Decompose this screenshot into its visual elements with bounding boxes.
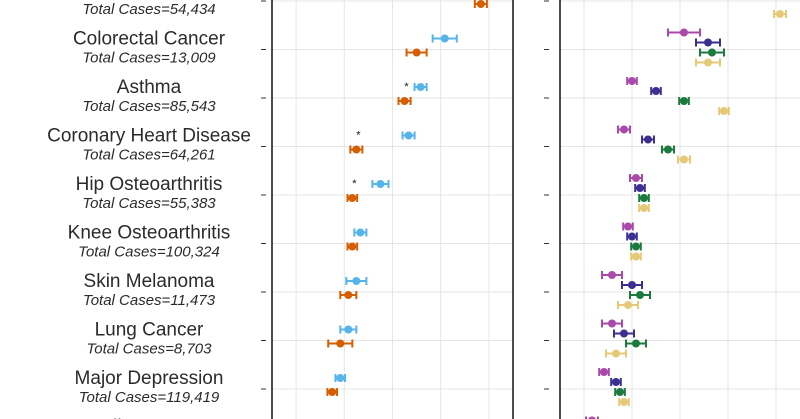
- total-cases-label: Total Cases=55,383: [82, 195, 216, 212]
- right-data-point: [704, 58, 712, 67]
- condition-label: All Cancers: [100, 417, 197, 419]
- right-data-point: [624, 301, 632, 309]
- right-data-point: [620, 125, 628, 134]
- condition-label: Coronary Heart Disease: [47, 126, 251, 147]
- right-data-point: [628, 77, 636, 85]
- left-data-point: [328, 388, 337, 396]
- condition-label: Major Depression: [75, 368, 224, 389]
- left-data-point: [476, 0, 485, 8]
- right-data-point: [652, 87, 660, 95]
- left-data-point: [336, 339, 345, 348]
- left-data-point: [440, 34, 449, 43]
- total-cases-label: Total Cases=119,419: [79, 389, 220, 406]
- right-data-point: [628, 281, 636, 289]
- right-data-point: [680, 155, 688, 164]
- right-data-point: [632, 252, 640, 261]
- left-data-point: [348, 194, 357, 202]
- right-data-point: [708, 48, 716, 57]
- right-data-point: [632, 339, 640, 348]
- total-cases-label: Total Cases=100,324: [78, 244, 220, 261]
- condition-label: Skin Melanoma: [84, 271, 215, 292]
- left-data-point: [336, 374, 345, 382]
- total-cases-label: Total Cases=11,473: [83, 292, 216, 309]
- right-data-point: [636, 184, 644, 192]
- right-data-point: [640, 194, 648, 202]
- total-cases-label: Total Cases=85,543: [82, 98, 216, 115]
- right-data-point: [600, 368, 608, 376]
- left-data-point: [352, 145, 361, 154]
- right-data-point: [776, 10, 784, 18]
- left-data-point: [344, 291, 353, 299]
- left-data-point: [404, 131, 413, 140]
- right-data-point: [608, 271, 616, 279]
- significance-star: *: [356, 130, 361, 142]
- significance-star: *: [352, 178, 357, 190]
- condition-label: Asthma: [117, 77, 182, 98]
- left-data-point: [348, 242, 357, 251]
- right-data-point: [588, 416, 596, 419]
- left-data-point: [400, 97, 409, 105]
- left-data-point: [416, 83, 425, 91]
- right-data-point: [608, 319, 616, 328]
- right-data-point: [664, 145, 672, 154]
- left-data-point: [376, 180, 385, 188]
- condition-label: Knee Osteoarthritis: [68, 223, 231, 244]
- condition-label: Lung Cancer: [95, 320, 204, 341]
- right-data-point: [612, 378, 620, 386]
- right-data-point: [620, 398, 628, 406]
- right-data-point: [680, 97, 688, 105]
- right-data-point: [632, 174, 640, 182]
- significance-star: *: [404, 81, 409, 93]
- right-data-point: [620, 329, 628, 338]
- left-data-point: [412, 48, 421, 57]
- total-cases-label: Total Cases=13,009: [82, 50, 216, 67]
- right-data-point: [624, 222, 632, 231]
- right-data-point: [632, 242, 640, 251]
- total-cases-label: Total Cases=8,703: [87, 341, 213, 358]
- right-data-point: [644, 135, 652, 144]
- right-data-point: [704, 38, 712, 47]
- right-data-point: [616, 388, 624, 396]
- condition-label: Colorectal Cancer: [73, 29, 226, 50]
- left-data-point: [356, 228, 365, 237]
- left-data-point: [344, 325, 353, 334]
- condition-label: Hip Osteoarthritis: [76, 174, 223, 195]
- right-data-point: [640, 204, 648, 212]
- right-data-point: [612, 349, 620, 358]
- right-data-point: [680, 28, 688, 37]
- left-data-point: [352, 277, 361, 285]
- right-data-point: [628, 232, 636, 241]
- right-data-point: [636, 291, 644, 299]
- right-data-point: [720, 107, 728, 115]
- total-cases-label: Total Cases=54,434: [82, 1, 215, 18]
- total-cases-label: Total Cases=64,261: [82, 147, 215, 164]
